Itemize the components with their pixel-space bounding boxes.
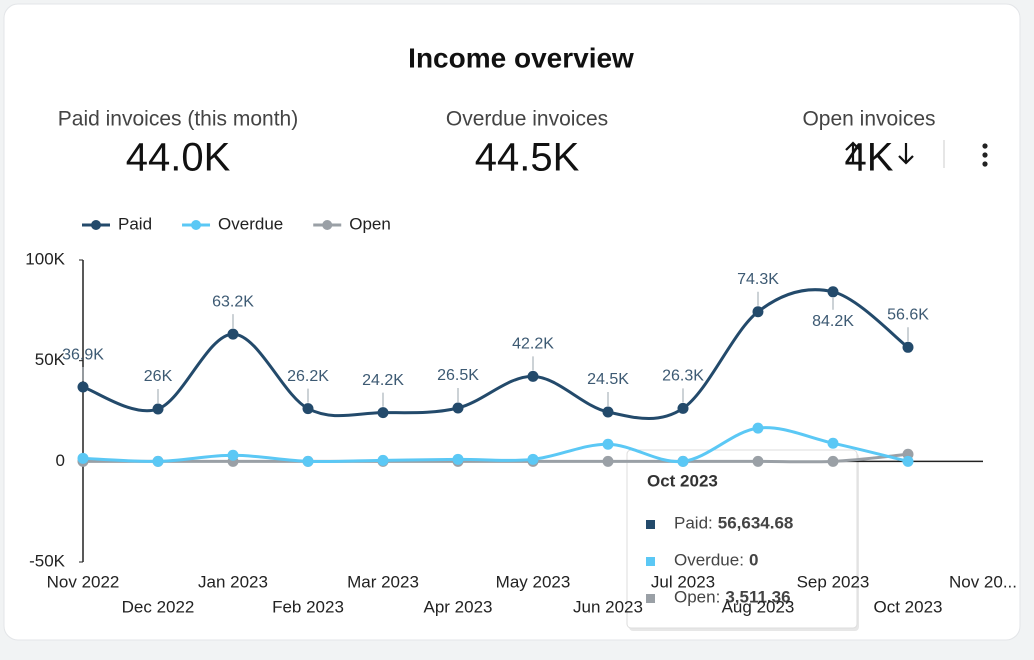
tooltip-swatch [646, 557, 655, 566]
data-label: 36.9K [62, 346, 104, 363]
data-point [77, 381, 89, 393]
chart-title: Income overview [408, 42, 634, 73]
x-tick-label: Sep 2023 [797, 572, 870, 591]
data-point [152, 403, 164, 415]
data-label: 26.2K [287, 368, 329, 385]
x-tick-label: Jul 2023 [651, 572, 715, 591]
tooltip-label: Overdue: [674, 550, 744, 569]
data-point [77, 452, 89, 464]
sort-icons[interactable] [845, 141, 914, 165]
x-tick-label: Nov 2022 [47, 572, 120, 591]
data-point [752, 455, 764, 467]
tooltip-value: 0 [749, 550, 758, 569]
tooltip [626, 449, 858, 629]
x-tick-label: Feb 2023 [272, 597, 344, 616]
data-label: 56.6K [887, 307, 929, 324]
data-label: 42.2K [512, 336, 554, 353]
x-tick-label: Nov 20... [949, 572, 1017, 591]
x-tick-label: Dec 2022 [122, 597, 195, 616]
legend-marker [191, 220, 202, 230]
x-tick-label: Mar 2023 [347, 572, 419, 591]
data-point [527, 453, 539, 465]
data-label: 26.3K [662, 368, 704, 385]
tooltip-swatch [646, 594, 655, 603]
data-point [302, 455, 314, 467]
kpi-label: Overdue invoices [446, 108, 608, 131]
y-tick-label: 50K [35, 350, 66, 369]
legend-marker [91, 220, 101, 230]
data-label: 63.2K [212, 293, 254, 310]
legend-marker [322, 220, 333, 230]
y-tick-label: 100K [25, 249, 65, 268]
legend-label: Open [349, 214, 391, 233]
kpi-label: Paid invoices (this month) [58, 108, 298, 131]
data-label: 24.5K [587, 371, 629, 388]
data-label: 74.3K [737, 271, 779, 288]
tooltip-label: Paid: [674, 513, 713, 532]
data-point [902, 455, 914, 467]
kpi-label: Open invoices [802, 108, 935, 131]
data-point [677, 402, 689, 414]
data-point [752, 306, 764, 318]
data-point [827, 286, 839, 298]
tooltip-label: Open: [674, 587, 720, 606]
data-point [227, 449, 239, 461]
data-point [602, 438, 614, 450]
data-point [602, 406, 614, 418]
x-tick-label: Apr 2023 [424, 597, 493, 616]
x-tick-label: Aug 2023 [722, 597, 795, 616]
tooltip-value: 3,511.36 [725, 587, 790, 606]
data-point [452, 453, 464, 465]
data-label: 84.2K [812, 313, 854, 330]
tooltip-title: Oct 2023 [647, 471, 718, 490]
data-point [227, 328, 239, 340]
x-tick-label: Jun 2023 [573, 597, 643, 616]
kpi-value: 44.5K [475, 136, 580, 180]
data-point [827, 455, 839, 467]
y-tick-label: 0 [56, 451, 65, 470]
data-point [377, 407, 389, 419]
data-label: 24.2K [362, 372, 404, 389]
data-label: 26.5K [437, 367, 479, 384]
data-label: 26K [144, 368, 173, 385]
data-point [452, 402, 464, 414]
data-point [152, 455, 164, 467]
kpi-value: 44.0K [126, 136, 231, 180]
data-point [677, 455, 689, 467]
y-tick-label: -50K [29, 551, 66, 570]
data-point [527, 370, 539, 382]
legend-label: Paid [118, 214, 152, 233]
card [3, 3, 1021, 641]
x-tick-label: Oct 2023 [874, 597, 943, 616]
data-point [377, 454, 389, 466]
data-point [602, 455, 614, 467]
tooltip-swatch [646, 520, 655, 529]
menu-button[interactable] [982, 143, 988, 167]
legend-label: Overdue [218, 214, 283, 233]
data-point [752, 422, 764, 434]
tooltip-value: 56,634.68 [718, 513, 794, 532]
data-point [902, 341, 914, 353]
x-tick-label: May 2023 [496, 572, 571, 591]
data-point [827, 437, 839, 449]
x-tick-label: Jan 2023 [198, 572, 268, 591]
data-point [302, 403, 314, 415]
